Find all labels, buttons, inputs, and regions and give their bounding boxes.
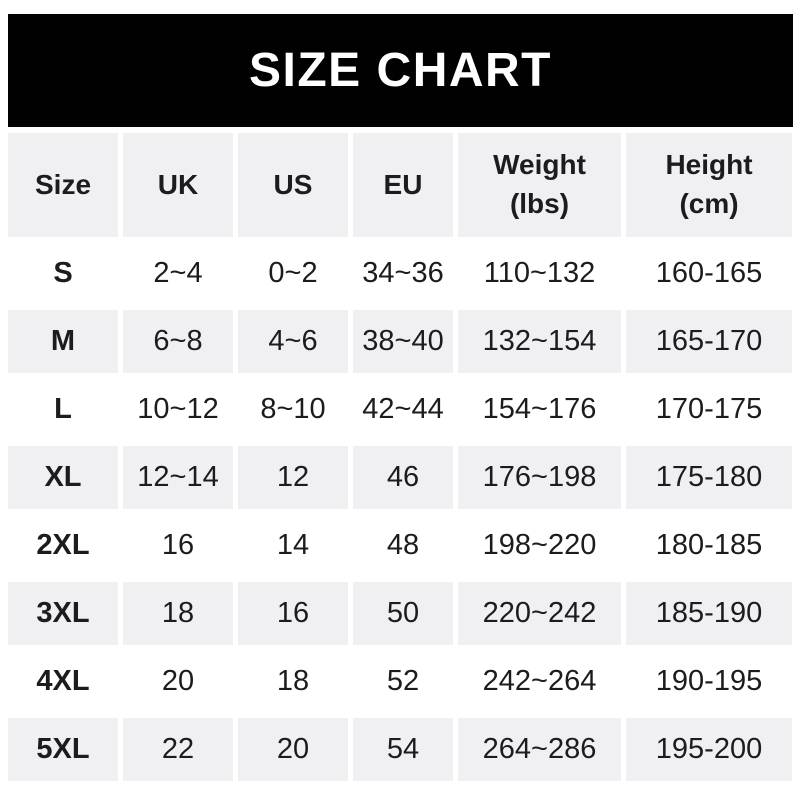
height-cell: 160-165 xyxy=(626,242,792,305)
row-l: L 10~12 8~10 42~44 154~176 170-175 xyxy=(8,378,792,441)
header-row: Size UK US EU Weight (lbs) Height (cm) xyxy=(8,133,792,237)
uk-cell: 22 xyxy=(123,718,233,781)
us-cell: 16 xyxy=(238,582,348,645)
weight-cell: 198~220 xyxy=(458,514,621,577)
row-4xl: 4XL 20 18 52 242~264 190-195 xyxy=(8,650,792,713)
weight-cell: 132~154 xyxy=(458,310,621,373)
row-m: M 6~8 4~6 38~40 132~154 165-170 xyxy=(8,310,792,373)
row-s: S 2~4 0~2 34~36 110~132 160-165 xyxy=(8,242,792,305)
us-cell: 20 xyxy=(238,718,348,781)
eu-cell: 34~36 xyxy=(353,242,453,305)
row-xl: XL 12~14 12 46 176~198 175-180 xyxy=(8,446,792,509)
eu-cell: 48 xyxy=(353,514,453,577)
size-cell: 3XL xyxy=(8,582,118,645)
weight-cell: 264~286 xyxy=(458,718,621,781)
col-header-size: Size xyxy=(8,133,118,237)
size-cell: XL xyxy=(8,446,118,509)
size-cell: S xyxy=(8,242,118,305)
col-header-us: US xyxy=(238,133,348,237)
size-cell: 4XL xyxy=(8,650,118,713)
height-cell: 165-170 xyxy=(626,310,792,373)
row-5xl: 5XL 22 20 54 264~286 195-200 xyxy=(8,718,792,781)
height-cell: 195-200 xyxy=(626,718,792,781)
eu-cell: 46 xyxy=(353,446,453,509)
uk-cell: 10~12 xyxy=(123,378,233,441)
weight-cell: 242~264 xyxy=(458,650,621,713)
us-cell: 0~2 xyxy=(238,242,348,305)
us-cell: 14 xyxy=(238,514,348,577)
page-title: SIZE CHART xyxy=(249,43,552,97)
size-cell: 2XL xyxy=(8,514,118,577)
size-cell: L xyxy=(8,378,118,441)
weight-cell: 154~176 xyxy=(458,378,621,441)
us-cell: 12 xyxy=(238,446,348,509)
us-cell: 8~10 xyxy=(238,378,348,441)
size-cell: 5XL xyxy=(8,718,118,781)
uk-cell: 2~4 xyxy=(123,242,233,305)
uk-cell: 20 xyxy=(123,650,233,713)
eu-cell: 42~44 xyxy=(353,378,453,441)
eu-cell: 50 xyxy=(353,582,453,645)
us-cell: 18 xyxy=(238,650,348,713)
col-header-height: Height (cm) xyxy=(626,133,792,237)
height-cell: 170-175 xyxy=(626,378,792,441)
weight-cell: 220~242 xyxy=(458,582,621,645)
size-chart-table: Size UK US EU Weight (lbs) Height (cm) S… xyxy=(3,128,797,786)
height-cell: 175-180 xyxy=(626,446,792,509)
col-header-eu: EU xyxy=(353,133,453,237)
eu-cell: 52 xyxy=(353,650,453,713)
height-cell: 185-190 xyxy=(626,582,792,645)
uk-cell: 6~8 xyxy=(123,310,233,373)
weight-cell: 110~132 xyxy=(458,242,621,305)
weight-cell: 176~198 xyxy=(458,446,621,509)
uk-cell: 12~14 xyxy=(123,446,233,509)
uk-cell: 18 xyxy=(123,582,233,645)
uk-cell: 16 xyxy=(123,514,233,577)
col-header-weight: Weight (lbs) xyxy=(458,133,621,237)
col-header-uk: UK xyxy=(123,133,233,237)
height-cell: 190-195 xyxy=(626,650,792,713)
size-chart-banner: SIZE CHART xyxy=(8,14,793,127)
row-3xl: 3XL 18 16 50 220~242 185-190 xyxy=(8,582,792,645)
eu-cell: 38~40 xyxy=(353,310,453,373)
row-2xl: 2XL 16 14 48 198~220 180-185 xyxy=(8,514,792,577)
eu-cell: 54 xyxy=(353,718,453,781)
size-cell: M xyxy=(8,310,118,373)
us-cell: 4~6 xyxy=(238,310,348,373)
height-cell: 180-185 xyxy=(626,514,792,577)
